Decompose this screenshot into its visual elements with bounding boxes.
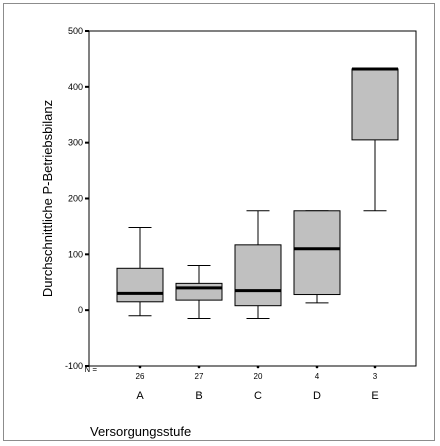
n-marker bbox=[315, 365, 319, 369]
y-tick-label: 200 bbox=[68, 194, 83, 204]
y-tick-label: 400 bbox=[68, 82, 83, 92]
n-value: 4 bbox=[315, 372, 320, 381]
n-value: 3 bbox=[373, 372, 378, 381]
n-value: 20 bbox=[254, 372, 263, 381]
n-marker bbox=[373, 365, 377, 369]
y-tick-label: 500 bbox=[68, 26, 83, 36]
x-axis-title: Versorgungsstufe bbox=[90, 424, 191, 439]
box-E bbox=[351, 68, 399, 141]
n-marker bbox=[197, 365, 201, 369]
y-tick-label: 100 bbox=[68, 249, 83, 259]
n-value: 26 bbox=[136, 372, 145, 381]
category-label: E bbox=[371, 390, 378, 402]
n-label: N = bbox=[84, 365, 97, 374]
y-axis-title: Durchschnittliche P-Betriebsbilanz bbox=[40, 100, 55, 297]
box-C bbox=[234, 244, 282, 307]
category-label: D bbox=[313, 390, 321, 402]
box-D bbox=[293, 210, 341, 296]
category-label: C bbox=[254, 390, 262, 402]
category-label: A bbox=[136, 390, 144, 402]
n-value: 27 bbox=[195, 372, 204, 381]
y-tick-label: 0 bbox=[78, 305, 83, 315]
n-marker bbox=[138, 365, 142, 369]
y-tick-label: 300 bbox=[68, 138, 83, 148]
n-marker bbox=[256, 365, 260, 369]
category-label: B bbox=[195, 390, 202, 402]
y-tick-label: -100 bbox=[65, 361, 83, 371]
box-A bbox=[116, 267, 164, 303]
box-B bbox=[175, 282, 223, 301]
